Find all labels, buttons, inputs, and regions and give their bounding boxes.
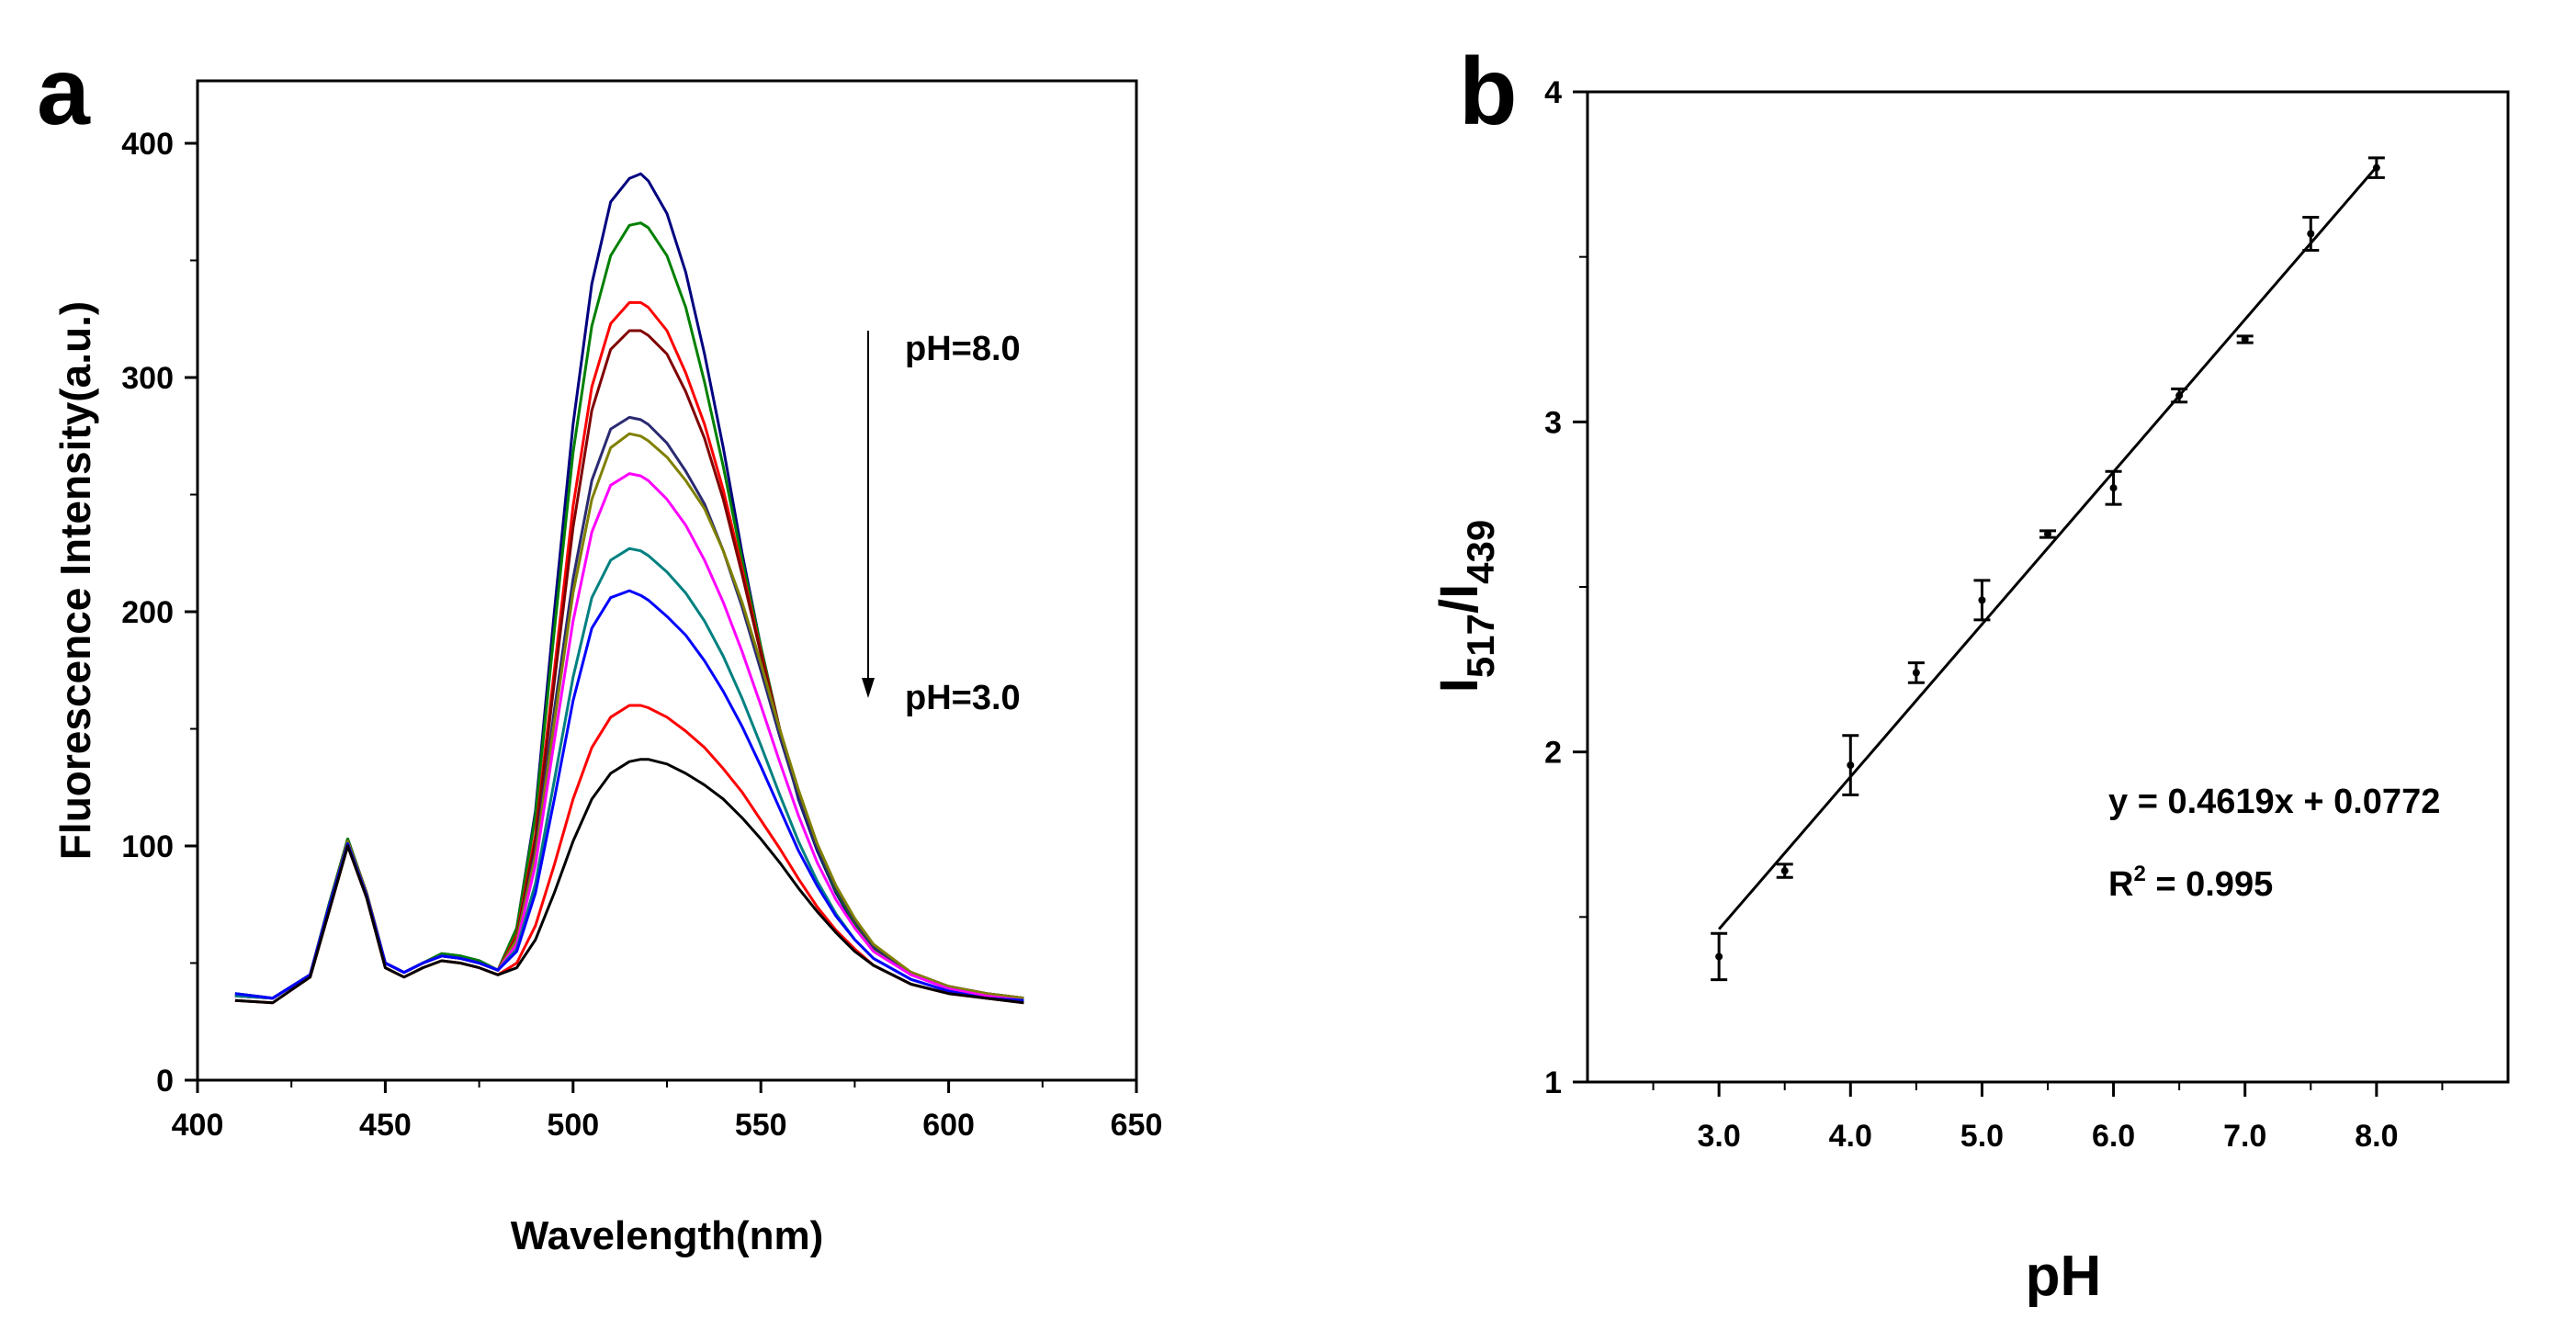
panel-a-y-tick-label: 200 xyxy=(121,595,174,630)
panel-b-x-tick-label: 3.0 xyxy=(1698,1119,1741,1154)
data-point xyxy=(2372,163,2380,172)
data-point xyxy=(2307,230,2315,238)
panel-a-x-axis-title: Wavelength(nm) xyxy=(511,1213,824,1258)
r-squared-value: = 0.995 xyxy=(2146,865,2273,904)
panel-a-x-tick-label: 550 xyxy=(735,1108,787,1143)
panel-a-x-tick-label: 600 xyxy=(922,1108,975,1143)
panel-b-y-tick-label: 4 xyxy=(1544,75,1562,110)
spectrum-line-3 xyxy=(234,300,1024,1000)
spectrum-line-8 xyxy=(234,547,1024,1002)
ph-top-annotation: pH=8.0 xyxy=(905,330,1021,368)
panel-b-x-tick-label: 8.0 xyxy=(2355,1119,2398,1154)
y-axis-title-slash-i: /I xyxy=(1429,584,1489,614)
panel-b-x-tick-label: 6.0 xyxy=(2092,1119,2135,1154)
panel-a-chart: 400 450 500 550 600 650 0 100 200 300 400 pH=8.0 p… xyxy=(51,79,1162,1258)
panel-b-chart: 3.0 4.0 5.0 6.0 7.0 8.0 1 2 3 4 y = 0.4619x + 0.0… xyxy=(1429,75,2510,1308)
fit-equation-label: y = 0.4619x + 0.0772 xyxy=(2108,783,2440,821)
panel-b-x-tick-label: 5.0 xyxy=(1960,1119,2004,1154)
linear-fit-line xyxy=(1718,165,2378,930)
spectrum-line-9 xyxy=(234,589,1024,1002)
data-point xyxy=(1715,952,1723,961)
data-point xyxy=(1780,867,1789,875)
data-point xyxy=(1978,596,1986,604)
y-axis-title-sub-517: 517 xyxy=(1459,614,1502,678)
y-axis-title-sub-439: 439 xyxy=(1459,520,1502,584)
panel-a-x-tick-label: 400 xyxy=(172,1108,224,1143)
panel-a-y-tick-label: 400 xyxy=(121,127,174,162)
panel-a-plot-frame xyxy=(196,79,1138,1082)
data-point xyxy=(1912,669,1920,677)
panel-b-points xyxy=(1711,156,2385,982)
panel-b-fit xyxy=(1718,165,2378,930)
r-squared-prefix: R xyxy=(2108,865,2133,904)
spectrum-line-4 xyxy=(234,329,1024,1000)
panel-a-letter: a xyxy=(37,39,91,145)
panel-b-y-tick-label: 3 xyxy=(1544,405,1562,440)
panel-a-x-tick-label: 650 xyxy=(1111,1108,1163,1143)
data-point xyxy=(2241,335,2249,344)
ph-bottom-annotation: pH=3.0 xyxy=(905,679,1021,717)
data-point xyxy=(2044,530,2051,538)
panel-a-series xyxy=(234,172,1024,1005)
panel-b-letter: b xyxy=(1459,39,1518,145)
spectrum-line-1 xyxy=(234,172,1024,1000)
panel-b-x-tick-label: 4.0 xyxy=(1829,1119,1872,1154)
data-point xyxy=(1847,761,1855,770)
spectrum-line-7 xyxy=(234,472,1024,1002)
r-squared-label: R2 = 0.995 xyxy=(2108,862,2273,904)
data-point xyxy=(2175,391,2184,400)
panel-b-y-tick-label: 2 xyxy=(1544,736,1562,771)
data-point xyxy=(2109,484,2118,492)
panel-a-y-tick-label: 300 xyxy=(121,361,174,396)
panel-a-y-tick-label: 0 xyxy=(156,1064,174,1099)
panel-b-x-axis-title: pH xyxy=(2026,1245,2102,1308)
panel-b-x-tick-label: 7.0 xyxy=(2223,1119,2266,1154)
spectrum-line-11 xyxy=(234,758,1024,1005)
y-axis-title-i: I xyxy=(1429,678,1489,693)
panel-b-y-tick-label: 1 xyxy=(1544,1065,1562,1100)
panel-a-x-tick-label: 500 xyxy=(547,1108,599,1143)
panel-a-y-tick-label: 100 xyxy=(121,829,174,864)
panel-a-ticks: 400 450 500 550 600 650 0 100 200 300 400 xyxy=(121,127,1162,1143)
panel-a-y-axis-title: Fluorescence Intensity(a.u.) xyxy=(51,301,99,860)
panel-a-x-tick-label: 450 xyxy=(359,1108,412,1143)
r-squared-superscript: 2 xyxy=(2133,862,2145,886)
panel-b-ticks: 3.0 4.0 5.0 6.0 7.0 8.0 1 2 3 4 xyxy=(1544,75,2444,1154)
panel-b-y-axis-title: I517/I439 xyxy=(1429,520,1502,693)
ph-trend-arrow-head xyxy=(862,678,875,698)
